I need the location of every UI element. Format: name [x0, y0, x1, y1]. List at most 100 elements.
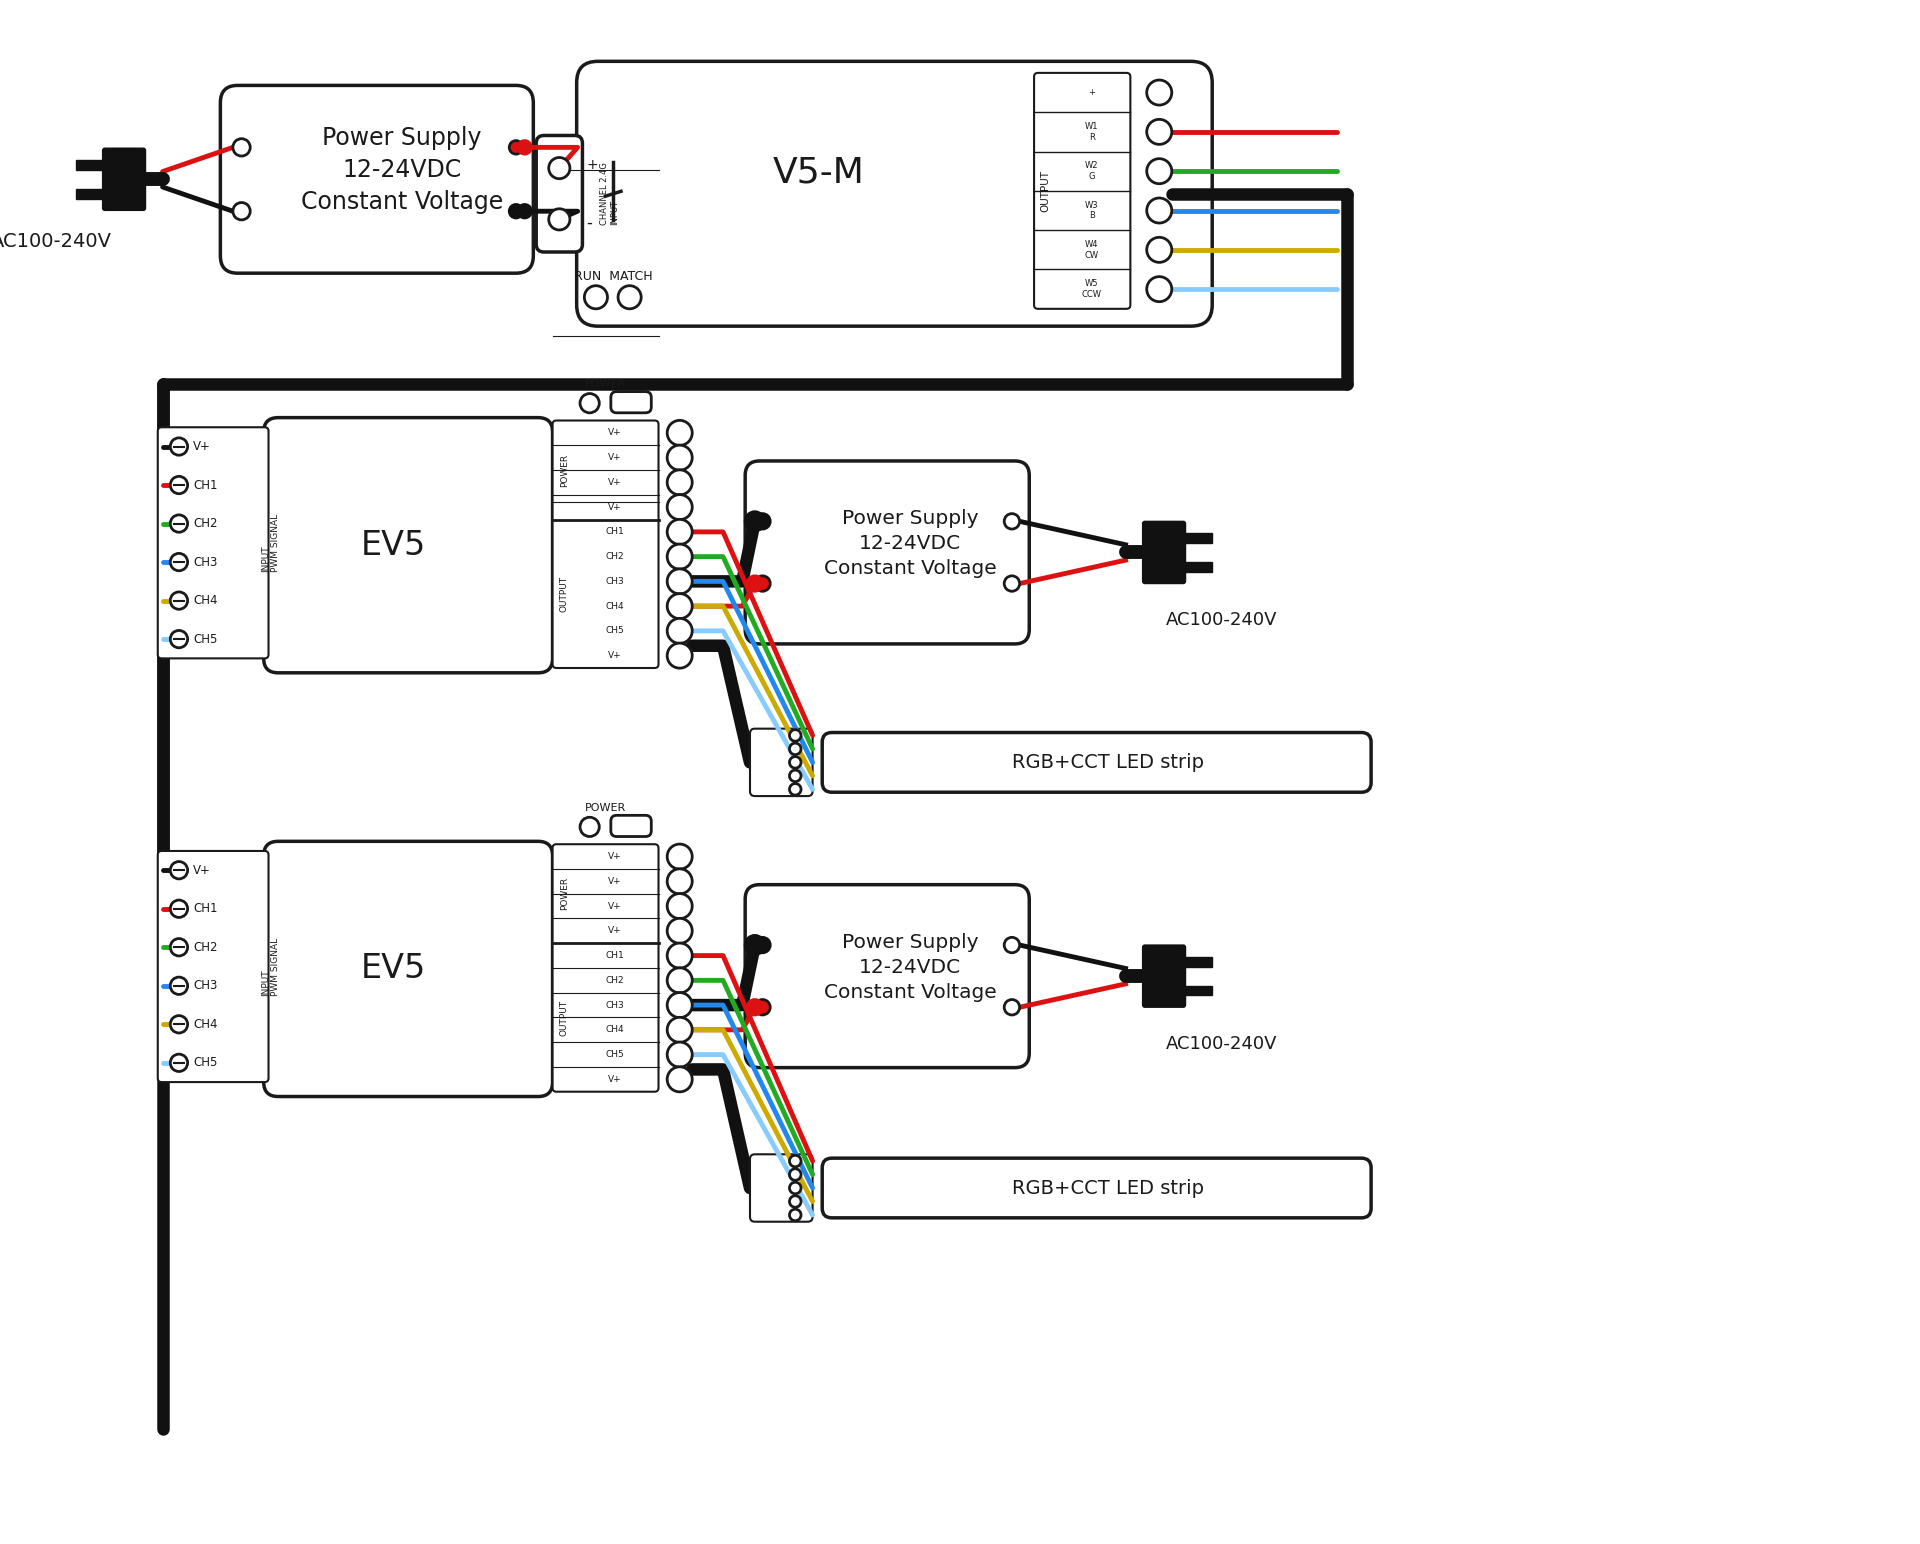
Text: CH4: CH4	[607, 1025, 624, 1034]
Text: CH5: CH5	[607, 1050, 624, 1059]
FancyBboxPatch shape	[102, 148, 146, 212]
Circle shape	[171, 553, 188, 571]
Circle shape	[171, 438, 188, 455]
FancyBboxPatch shape	[553, 845, 659, 1092]
Bar	[1183, 533, 1212, 543]
Text: CH3: CH3	[194, 556, 217, 568]
Circle shape	[666, 494, 693, 520]
Text: CH2: CH2	[194, 940, 217, 954]
Circle shape	[666, 894, 693, 919]
Circle shape	[171, 977, 188, 994]
Text: CH4: CH4	[607, 602, 624, 610]
Text: V+: V+	[609, 503, 622, 511]
Circle shape	[745, 936, 764, 954]
Text: CH5: CH5	[607, 627, 624, 636]
Circle shape	[1146, 159, 1171, 184]
Text: AC100-240V: AC100-240V	[0, 233, 113, 252]
Text: CHANNEL 2.4G
INPUT: CHANNEL 2.4G INPUT	[599, 162, 618, 225]
Circle shape	[666, 1067, 693, 1092]
Circle shape	[1004, 999, 1020, 1014]
Text: AC100-240V: AC100-240V	[1165, 611, 1277, 628]
Circle shape	[618, 286, 641, 309]
Text: W4
CW: W4 CW	[1085, 241, 1098, 259]
Circle shape	[745, 511, 764, 531]
Text: V+: V+	[609, 1075, 622, 1084]
Circle shape	[666, 1017, 693, 1042]
Circle shape	[1004, 514, 1020, 530]
Circle shape	[666, 968, 693, 993]
Text: CH1: CH1	[607, 528, 624, 536]
Text: POWER: POWER	[586, 378, 626, 389]
Text: V+: V+	[609, 428, 622, 437]
Text: V+: V+	[609, 877, 622, 886]
FancyBboxPatch shape	[822, 1158, 1371, 1218]
Circle shape	[755, 514, 770, 530]
FancyBboxPatch shape	[1035, 73, 1131, 309]
Text: -: -	[586, 215, 591, 232]
Text: CH1: CH1	[194, 479, 217, 491]
Circle shape	[232, 139, 250, 156]
Circle shape	[666, 445, 693, 471]
Circle shape	[518, 141, 532, 154]
Text: V+: V+	[609, 852, 622, 862]
Circle shape	[789, 743, 801, 755]
FancyBboxPatch shape	[745, 885, 1029, 1067]
Circle shape	[549, 208, 570, 230]
Text: V+: V+	[609, 902, 622, 911]
Text: CH3: CH3	[194, 979, 217, 993]
Circle shape	[666, 618, 693, 644]
Text: CH4: CH4	[194, 594, 217, 607]
Text: CH3: CH3	[607, 1001, 624, 1010]
Circle shape	[755, 999, 770, 1014]
Circle shape	[666, 469, 693, 496]
Text: W2
G: W2 G	[1085, 162, 1098, 181]
FancyBboxPatch shape	[751, 1155, 812, 1221]
Circle shape	[789, 770, 801, 781]
Text: V+: V+	[194, 863, 211, 877]
FancyBboxPatch shape	[157, 428, 269, 658]
Text: CH2: CH2	[194, 517, 217, 530]
Circle shape	[666, 869, 693, 894]
Circle shape	[1004, 576, 1020, 591]
Text: CH2: CH2	[607, 553, 624, 560]
Circle shape	[549, 157, 570, 179]
FancyBboxPatch shape	[1142, 520, 1187, 584]
FancyBboxPatch shape	[822, 732, 1371, 792]
Circle shape	[747, 999, 762, 1014]
Circle shape	[1146, 276, 1171, 301]
Text: +: +	[1089, 88, 1094, 97]
Text: CH2: CH2	[607, 976, 624, 985]
Text: CH1: CH1	[194, 902, 217, 916]
Circle shape	[789, 783, 801, 795]
Text: W3
B: W3 B	[1085, 201, 1098, 221]
Bar	[1183, 957, 1212, 967]
Text: RGB+CCT LED strip: RGB+CCT LED strip	[1012, 1178, 1204, 1198]
Circle shape	[580, 817, 599, 837]
Circle shape	[171, 862, 188, 879]
Text: CH4: CH4	[194, 1017, 217, 1031]
Circle shape	[666, 644, 693, 669]
Text: V+: V+	[609, 652, 622, 661]
FancyBboxPatch shape	[553, 420, 659, 669]
Circle shape	[789, 730, 801, 741]
Circle shape	[584, 286, 607, 309]
Circle shape	[171, 939, 188, 956]
Text: Power Supply
12-24VDC
Constant Voltage: Power Supply 12-24VDC Constant Voltage	[301, 127, 503, 213]
FancyBboxPatch shape	[576, 62, 1212, 326]
Text: POWER: POWER	[559, 877, 568, 911]
Circle shape	[755, 937, 770, 953]
Circle shape	[232, 202, 250, 219]
Text: V+: V+	[609, 926, 622, 936]
Circle shape	[171, 1055, 188, 1072]
Text: V+: V+	[609, 479, 622, 486]
Text: W5
CCW: W5 CCW	[1081, 279, 1102, 300]
Text: V+: V+	[609, 452, 622, 462]
FancyBboxPatch shape	[263, 417, 553, 673]
Circle shape	[580, 394, 599, 412]
Text: V+: V+	[194, 440, 211, 452]
Circle shape	[789, 1169, 801, 1180]
Circle shape	[1146, 198, 1171, 222]
Circle shape	[666, 943, 693, 968]
Text: OUTPUT: OUTPUT	[559, 999, 568, 1036]
Circle shape	[1146, 238, 1171, 262]
